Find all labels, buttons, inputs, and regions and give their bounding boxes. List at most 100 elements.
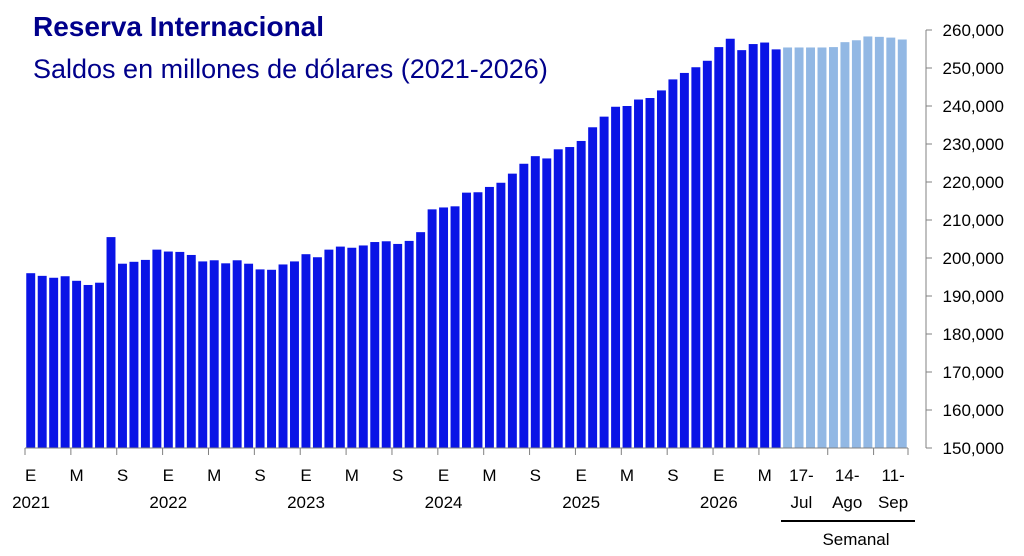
bar-weekly-10: [897, 39, 907, 448]
bar-monthly-18: [232, 260, 242, 448]
bar-weekly-2: [806, 47, 815, 448]
bars-group: [26, 36, 907, 449]
bar-weekly-8: [874, 36, 884, 449]
weekly-caption: Semanal: [822, 530, 889, 549]
x-month-label-7: M: [345, 466, 359, 485]
chart-subtitle: Saldos en millones de dólares (2021-2026…: [33, 54, 548, 84]
bar-monthly-14: [186, 254, 196, 448]
bar-monthly-31: [381, 241, 391, 448]
bar-monthly-29: [358, 245, 368, 448]
bar-monthly-34: [416, 232, 426, 448]
bar-monthly-0: [26, 273, 36, 448]
bar-monthly-40: [484, 186, 494, 448]
bar-monthly-49: [588, 127, 598, 448]
bar-monthly-22: [278, 264, 288, 448]
bar-monthly-56: [668, 79, 678, 449]
x-year-label-0: 2021: [12, 493, 50, 512]
bar-monthly-57: [679, 72, 689, 448]
bar-monthly-45: [542, 158, 552, 448]
y-tick-label-1: 160,000: [943, 401, 1004, 420]
bar-monthly-47: [565, 147, 575, 449]
bar-monthly-36: [439, 207, 449, 448]
bar-weekly-1: [794, 47, 804, 448]
bar-monthly-41: [496, 182, 506, 448]
bar-monthly-19: [244, 263, 254, 448]
x-month-label-6: E: [300, 466, 311, 485]
x-month-label-16: M: [758, 466, 772, 485]
bar-monthly-43: [519, 163, 529, 448]
x-month-label-10: M: [482, 466, 496, 485]
x-month-label-15: E: [713, 466, 724, 485]
x-month-label-0: E: [25, 466, 36, 485]
x-month-label-5: S: [254, 466, 265, 485]
bar-monthly-21: [267, 269, 277, 448]
x-week-label-top-1: 14-: [835, 466, 860, 485]
bar-monthly-64: [760, 42, 770, 448]
bar-monthly-7: [106, 237, 116, 448]
x-year-label-1: 2022: [149, 493, 187, 512]
y-tick-label-8: 230,000: [943, 135, 1004, 154]
bar-monthly-15: [198, 261, 208, 448]
x-week-label-top-2: 11-: [881, 466, 904, 485]
x-year-label-2: 2023: [287, 493, 325, 512]
bar-monthly-26: [324, 249, 334, 448]
axes-group: [24, 29, 932, 522]
x-year-label-3: 2024: [425, 493, 463, 512]
bar-weekly-0: [783, 47, 793, 448]
bar-monthly-53: [634, 99, 643, 448]
y-tick-label-10: 250,000: [943, 59, 1004, 78]
bar-monthly-33: [404, 240, 414, 448]
y-tick-label-3: 180,000: [943, 325, 1004, 344]
y-tick-label-4: 190,000: [943, 287, 1004, 306]
bar-monthly-17: [221, 263, 231, 448]
bar-monthly-60: [714, 47, 724, 448]
bar-monthly-6: [95, 282, 105, 448]
bar-monthly-28: [347, 247, 357, 448]
bar-weekly-5: [840, 42, 850, 448]
bar-monthly-48: [576, 140, 586, 448]
bar-monthly-9: [129, 261, 139, 448]
bar-monthly-13: [175, 251, 185, 448]
y-tick-label-6: 210,000: [943, 211, 1004, 230]
bar-monthly-58: [691, 67, 701, 449]
bar-monthly-5: [83, 284, 93, 448]
bar-monthly-61: [725, 38, 735, 449]
bar-monthly-51: [611, 106, 621, 448]
bar-weekly-7: [863, 36, 873, 449]
bar-monthly-2: [49, 277, 59, 448]
x-year-label-4: 2025: [562, 493, 600, 512]
bar-monthly-27: [335, 246, 345, 448]
bar-monthly-63: [748, 44, 758, 449]
x-year-label-5: 2026: [700, 493, 738, 512]
bar-monthly-55: [656, 90, 666, 449]
x-week-label-bottom-0: Jul: [791, 493, 813, 512]
y-tick-label-7: 220,000: [943, 173, 1004, 192]
bar-monthly-59: [702, 60, 712, 448]
bar-monthly-10: [140, 259, 150, 448]
bar-monthly-32: [393, 243, 403, 448]
bar-monthly-25: [312, 257, 322, 448]
bar-monthly-8: [118, 263, 127, 448]
x-month-label-14: S: [667, 466, 678, 485]
bar-monthly-4: [72, 280, 82, 448]
x-month-label-1: M: [70, 466, 84, 485]
bar-weekly-6: [851, 40, 861, 448]
y-tick-label-0: 150,000: [943, 439, 1004, 458]
bar-monthly-46: [553, 149, 563, 448]
bar-weekly-9: [886, 37, 896, 448]
x-month-label-2: S: [117, 466, 128, 485]
bar-weekly-3: [817, 47, 827, 448]
x-month-label-9: E: [438, 466, 449, 485]
bar-monthly-50: [599, 116, 609, 448]
bar-monthly-38: [462, 192, 471, 448]
bar-monthly-12: [163, 251, 173, 448]
chart-title: Reserva Internacional: [33, 11, 324, 42]
bar-monthly-16: [209, 260, 219, 448]
bar-monthly-44: [530, 156, 540, 448]
bar-monthly-30: [370, 242, 380, 448]
x-month-label-4: M: [207, 466, 221, 485]
bar-monthly-11: [152, 249, 162, 448]
x-week-label-bottom-1: Ago: [832, 493, 862, 512]
x-week-label-bottom-2: Sep: [878, 493, 908, 512]
bar-monthly-39: [473, 192, 483, 448]
